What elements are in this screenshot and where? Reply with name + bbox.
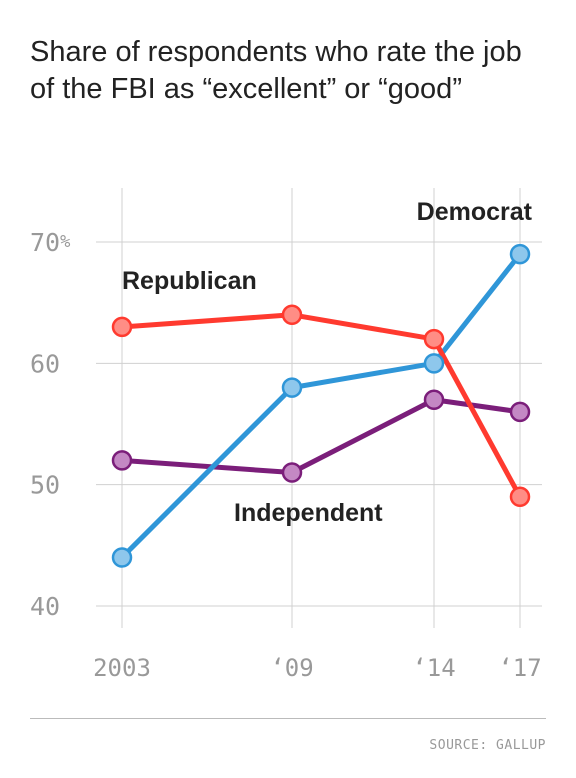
axis-labels: 70% 60 50 40 2003 ‘09 ‘14 ‘17 [30, 228, 542, 682]
y-tick-label: 60 [30, 349, 60, 378]
series-labels: Democrat Republican Independent [122, 198, 533, 527]
democrat-point [509, 243, 531, 265]
footer-divider [30, 718, 546, 719]
independent-point [509, 401, 531, 423]
republican-line [119, 312, 523, 500]
y-tick-label: 70% [30, 228, 70, 257]
x-tick-label: ‘09 [270, 654, 313, 682]
republican-point [111, 316, 133, 338]
independent-point [111, 450, 133, 471]
source-credit: SOURCE: GALLUP [429, 738, 546, 753]
independent-point [281, 462, 303, 483]
independent-point [423, 389, 445, 410]
republican-point [423, 328, 445, 350]
independent-label: Independent [234, 499, 383, 527]
x-tick-label: ‘14 [412, 654, 455, 682]
democrat-point [111, 547, 133, 568]
democrat-label: Democrat [417, 198, 533, 226]
chart-title: Share of respondents who rate the job of… [30, 36, 522, 105]
series-points [111, 243, 531, 568]
democrat-point [281, 377, 303, 398]
x-tick-label: ‘17 [498, 654, 541, 682]
independent-line [119, 397, 523, 476]
democrat-line [119, 251, 523, 560]
y-tick-label: 50 [30, 471, 60, 500]
republican-point [509, 486, 531, 508]
x-tick-label: 2003 [93, 654, 151, 682]
series-lines [119, 251, 523, 560]
republican-label: Republican [122, 267, 257, 295]
republican-point [281, 304, 303, 326]
y-tick-label: 40 [30, 592, 60, 621]
democrat-point [423, 353, 445, 374]
